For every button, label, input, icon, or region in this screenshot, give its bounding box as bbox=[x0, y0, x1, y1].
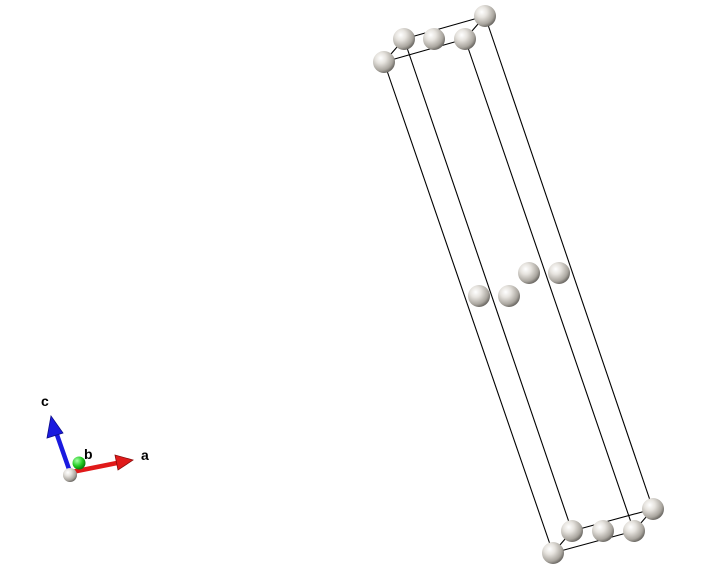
atom[interactable] bbox=[592, 520, 614, 542]
c-axis-arrowhead bbox=[46, 414, 64, 439]
c-axis-shaft bbox=[53, 429, 73, 475]
cell-edge bbox=[552, 530, 635, 554]
atom[interactable] bbox=[373, 51, 395, 73]
atom[interactable] bbox=[423, 28, 445, 50]
atom[interactable] bbox=[468, 285, 490, 307]
cell-edge bbox=[403, 38, 573, 532]
a-axis-label: a bbox=[141, 447, 149, 463]
atom[interactable] bbox=[393, 28, 415, 50]
atom[interactable] bbox=[474, 5, 496, 27]
origin-atom bbox=[63, 468, 77, 482]
b-axis-marker bbox=[72, 456, 86, 470]
a-axis-arrowhead bbox=[114, 454, 134, 471]
atom[interactable] bbox=[561, 520, 583, 542]
atom[interactable] bbox=[548, 262, 570, 284]
unit-cell bbox=[383, 15, 654, 554]
b-axis-label: b bbox=[84, 446, 93, 462]
atom[interactable] bbox=[518, 262, 540, 284]
atom[interactable] bbox=[542, 542, 564, 564]
c-axis-label: c bbox=[41, 393, 49, 409]
cell-edge bbox=[484, 15, 654, 510]
orientation-axes: c b a bbox=[41, 393, 149, 482]
cell-edge bbox=[571, 508, 654, 532]
cell-edge bbox=[403, 15, 486, 40]
atom[interactable] bbox=[454, 28, 476, 50]
atom[interactable] bbox=[642, 498, 664, 520]
atom[interactable] bbox=[498, 285, 520, 307]
cell-edge bbox=[383, 38, 466, 63]
atom[interactable] bbox=[623, 520, 645, 542]
cell-edge bbox=[464, 38, 635, 532]
a-axis-shaft bbox=[69, 460, 120, 475]
atoms bbox=[373, 5, 664, 564]
cell-edge bbox=[383, 61, 554, 554]
